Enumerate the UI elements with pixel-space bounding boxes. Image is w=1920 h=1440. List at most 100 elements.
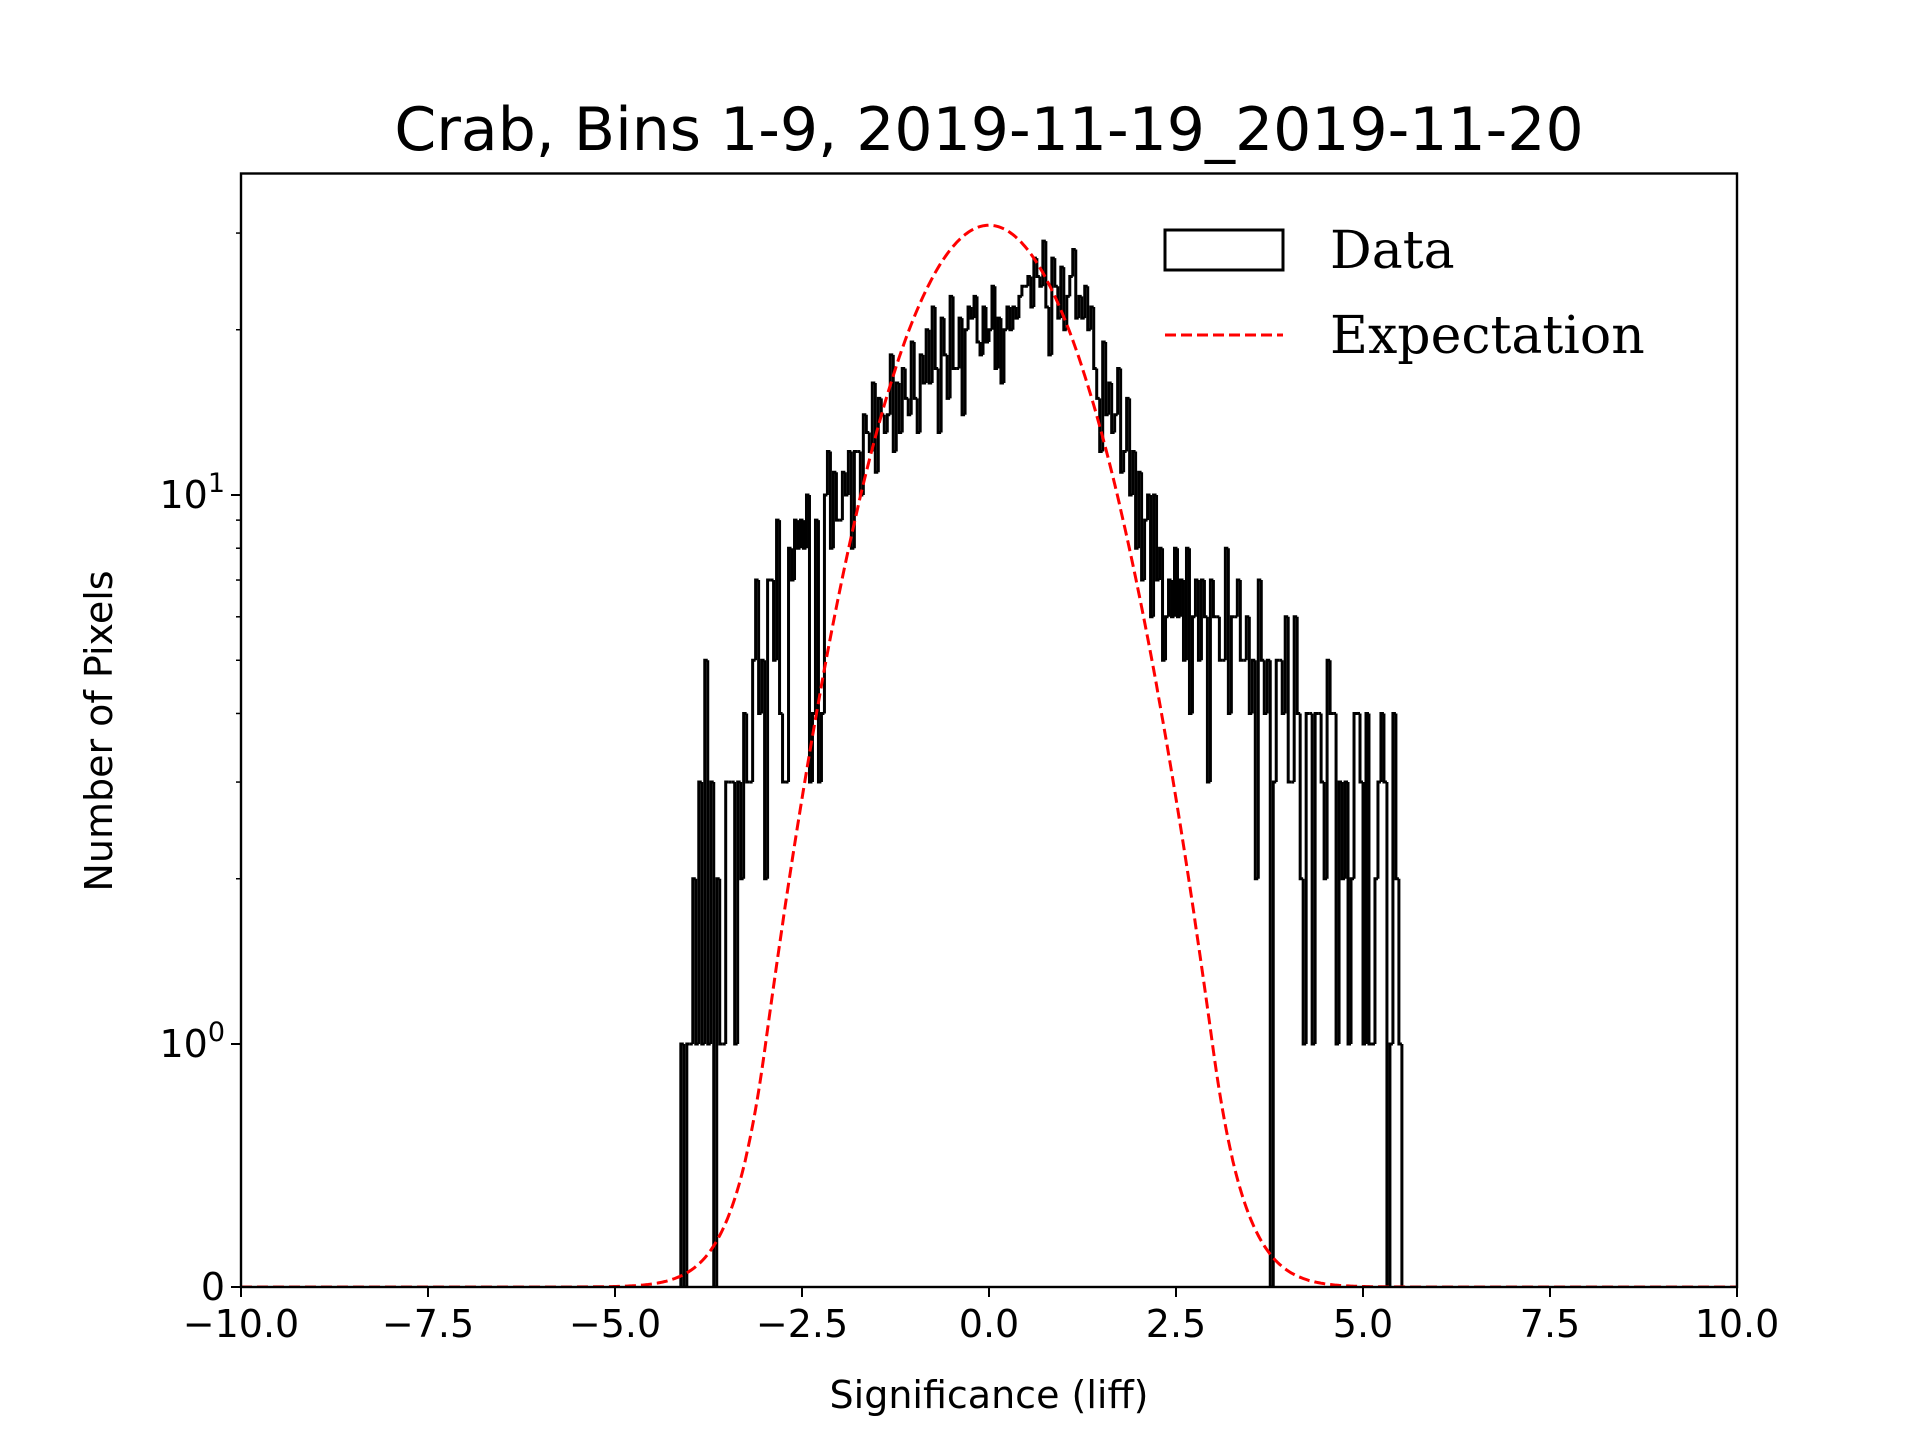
x-axis: −10.0 −7.5 −5.0 −2.5 0.0 2.5 5.0 7.5 10.0 <box>183 1287 1780 1346</box>
hist-bin <box>960 318 966 417</box>
hist-bin <box>990 284 995 330</box>
hist-bin <box>1265 658 1271 714</box>
hist-bin <box>891 354 897 454</box>
hist-bin <box>834 472 840 522</box>
hist-bin <box>1337 780 1343 1044</box>
hist-bin <box>819 711 825 783</box>
y-axis: 0 100 101 <box>159 232 241 1309</box>
hist-bin <box>1217 616 1223 662</box>
hist-bin <box>1193 578 1199 617</box>
hist-bin <box>1086 286 1091 332</box>
hist-bin <box>1167 578 1172 617</box>
hist-bin <box>1259 580 1265 662</box>
hist-bin <box>909 340 915 415</box>
hist-bin <box>1199 578 1205 661</box>
hist-bin <box>1373 877 1378 1044</box>
hist-bin <box>1274 658 1280 783</box>
hist-bin <box>894 381 900 452</box>
hist-bin <box>852 450 858 549</box>
hist-bin <box>1056 286 1061 320</box>
chart-title: Crab, Bins 1-9, 2019-11-19_2019-11-20 <box>394 95 1583 165</box>
hist-bin <box>682 1044 687 1287</box>
hist-bin <box>1253 660 1259 881</box>
hist-bin <box>1062 267 1067 332</box>
hist-bin <box>1328 660 1334 715</box>
hist-bin <box>1092 307 1097 370</box>
hist-bin <box>1113 413 1118 433</box>
hist-bin <box>736 780 741 1044</box>
hist-bin <box>1044 241 1049 309</box>
hist-bin <box>972 294 978 319</box>
hist-bin <box>1080 296 1085 320</box>
hist-bin <box>1229 615 1235 714</box>
hist-bin <box>969 307 975 320</box>
hist-bin <box>1271 780 1277 1287</box>
hist-bin <box>1286 616 1292 784</box>
hist-bin <box>1017 294 1022 319</box>
plot-area <box>241 223 1737 1287</box>
x-tick-label: 5.0 <box>1333 1302 1393 1346</box>
hist-bin <box>1134 451 1139 550</box>
y-tick-label: 100 <box>159 1017 225 1066</box>
hist-bin <box>942 318 948 357</box>
hist-bin <box>1107 381 1112 415</box>
y-tick-label: 0 <box>201 1265 225 1309</box>
hist-bin <box>933 307 939 370</box>
x-tick-label: 0.0 <box>959 1302 1019 1346</box>
hist-bin <box>703 658 708 1044</box>
hist-bin <box>1319 713 1325 784</box>
legend: Data Expectation <box>1163 221 1645 366</box>
hist-bin <box>903 368 909 400</box>
hist-bin <box>1364 711 1369 1044</box>
hist-bin <box>1190 615 1196 714</box>
hist-bin <box>1008 307 1013 332</box>
hist-bin <box>1268 660 1274 1287</box>
hist-bin <box>760 658 765 714</box>
hist-bin <box>1074 249 1079 320</box>
hist-bin <box>1358 713 1363 784</box>
hist-bin <box>810 711 816 783</box>
hist-bin <box>1322 782 1328 881</box>
hist-bin <box>754 578 759 661</box>
hist-bin <box>718 878 723 1046</box>
hist-bin <box>1137 470 1142 549</box>
hist-bin <box>1379 711 1384 783</box>
hist-bin <box>1250 658 1256 714</box>
hist-bin <box>745 713 750 784</box>
hist-bin <box>1349 877 1355 1044</box>
hist-bin <box>778 520 783 715</box>
hist-bin <box>963 328 969 415</box>
hist-bin <box>1143 518 1148 581</box>
hist-bin <box>975 296 981 344</box>
hist-bin <box>796 520 801 550</box>
x-tick-label: 2.5 <box>1146 1302 1206 1346</box>
hist-bin <box>766 578 771 879</box>
x-axis-label: Significance (liff) <box>830 1373 1149 1417</box>
hist-bin <box>1376 780 1381 879</box>
hist-bin <box>1235 578 1241 617</box>
hist-bin <box>1295 616 1301 715</box>
hist-bin <box>1202 580 1208 619</box>
hist-bin <box>840 470 846 521</box>
legend-data-swatch <box>1163 228 1285 272</box>
x-tick-label: −10.0 <box>183 1302 299 1346</box>
hist-bin <box>787 546 792 783</box>
hist-bin <box>870 381 876 452</box>
hist-bin <box>849 451 855 550</box>
hist-bin <box>1014 307 1019 320</box>
hist-bin <box>1343 780 1349 879</box>
hist-bin <box>1053 258 1058 288</box>
hist-bin <box>993 286 998 370</box>
hist-bin <box>951 296 957 370</box>
hist-bin <box>697 780 702 1044</box>
hist-bin <box>712 782 717 1287</box>
hist-bin <box>1020 284 1025 297</box>
x-tick-label: −7.5 <box>382 1302 474 1346</box>
legend-data-label: Data <box>1330 221 1455 281</box>
hist-bin <box>1298 713 1304 881</box>
hist-bin <box>1050 256 1055 355</box>
hist-bin <box>987 328 992 342</box>
x-tick-label: 10.0 <box>1695 1302 1780 1346</box>
